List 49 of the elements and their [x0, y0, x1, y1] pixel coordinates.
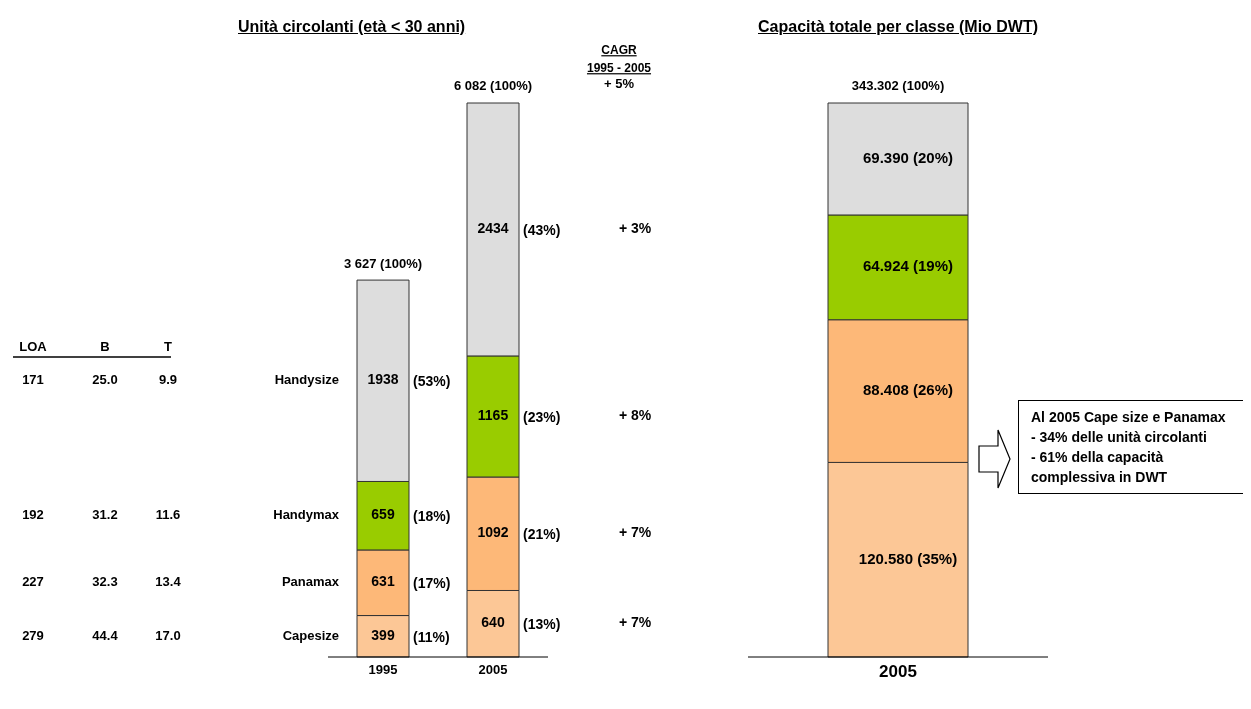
chart-title: Capacità totale per classe (Mio DWT): [758, 18, 1039, 36]
data-label: 2434 (43%): [477, 220, 561, 239]
data-label: 1938 (53%): [367, 371, 451, 390]
total-label: 343.302 (100%): [851, 78, 945, 94]
data-label: 64.924 (19%): [862, 257, 954, 275]
text: LOA: [19, 339, 48, 355]
x-tick-label: 1995: [368, 662, 398, 678]
text: + 5%: [604, 76, 635, 92]
text: 25.0: [92, 372, 118, 388]
total-label: 3 627 (100%): [343, 255, 423, 271]
chart-title: Unità circolanti (età < 30 anni): [238, 18, 466, 36]
text: + 8%: [619, 407, 652, 424]
text: 631 (17%): [371, 573, 451, 592]
text: 13.4: [155, 574, 182, 590]
text: 279: [22, 627, 44, 643]
text: B: [100, 339, 110, 355]
text: + 7%: [619, 524, 652, 541]
text: + 3%: [619, 220, 652, 237]
text: 11.6: [155, 507, 181, 523]
data-label: 120.580 (35%): [858, 549, 958, 567]
total-label: 6 082 (100%): [453, 78, 533, 94]
text: 31.2: [92, 507, 118, 523]
text: 640 (13%): [481, 614, 561, 633]
x-tick-label: 2005: [879, 662, 917, 682]
text: - 61% della capacità complessiva in DWT: [1031, 448, 1169, 487]
text: 227: [22, 574, 44, 590]
text: Al 2005 Cape size e Panamax: [1031, 408, 1227, 427]
text: 32.3: [92, 574, 118, 590]
x-tick-label: 2005: [478, 662, 508, 678]
text: 192: [22, 507, 44, 523]
text: CAGR: [601, 43, 637, 58]
text: 659 (18%): [371, 506, 451, 525]
data-label: 1165 (23%): [477, 407, 561, 426]
text: 399 (11%): [371, 626, 450, 645]
text: 9.9: [158, 372, 178, 388]
text: 44.4: [92, 627, 119, 643]
text: 171: [22, 372, 44, 388]
data-label: 1092 (21%): [477, 524, 561, 543]
text: T: [164, 339, 173, 355]
series-label: Handysize: [274, 372, 339, 388]
text: 1995 - 2005: [586, 61, 652, 76]
data-label: 69.390 (20%): [862, 148, 954, 166]
text: - 34% delle unità circolanti: [1031, 428, 1208, 447]
text: 17.0: [155, 627, 181, 643]
series-label: Handymax: [273, 507, 340, 523]
series-label: Capesize: [282, 627, 339, 643]
data-label: 88.408 (26%): [862, 381, 954, 399]
series-label: Panamax: [281, 574, 340, 590]
text: + 7%: [619, 614, 652, 631]
